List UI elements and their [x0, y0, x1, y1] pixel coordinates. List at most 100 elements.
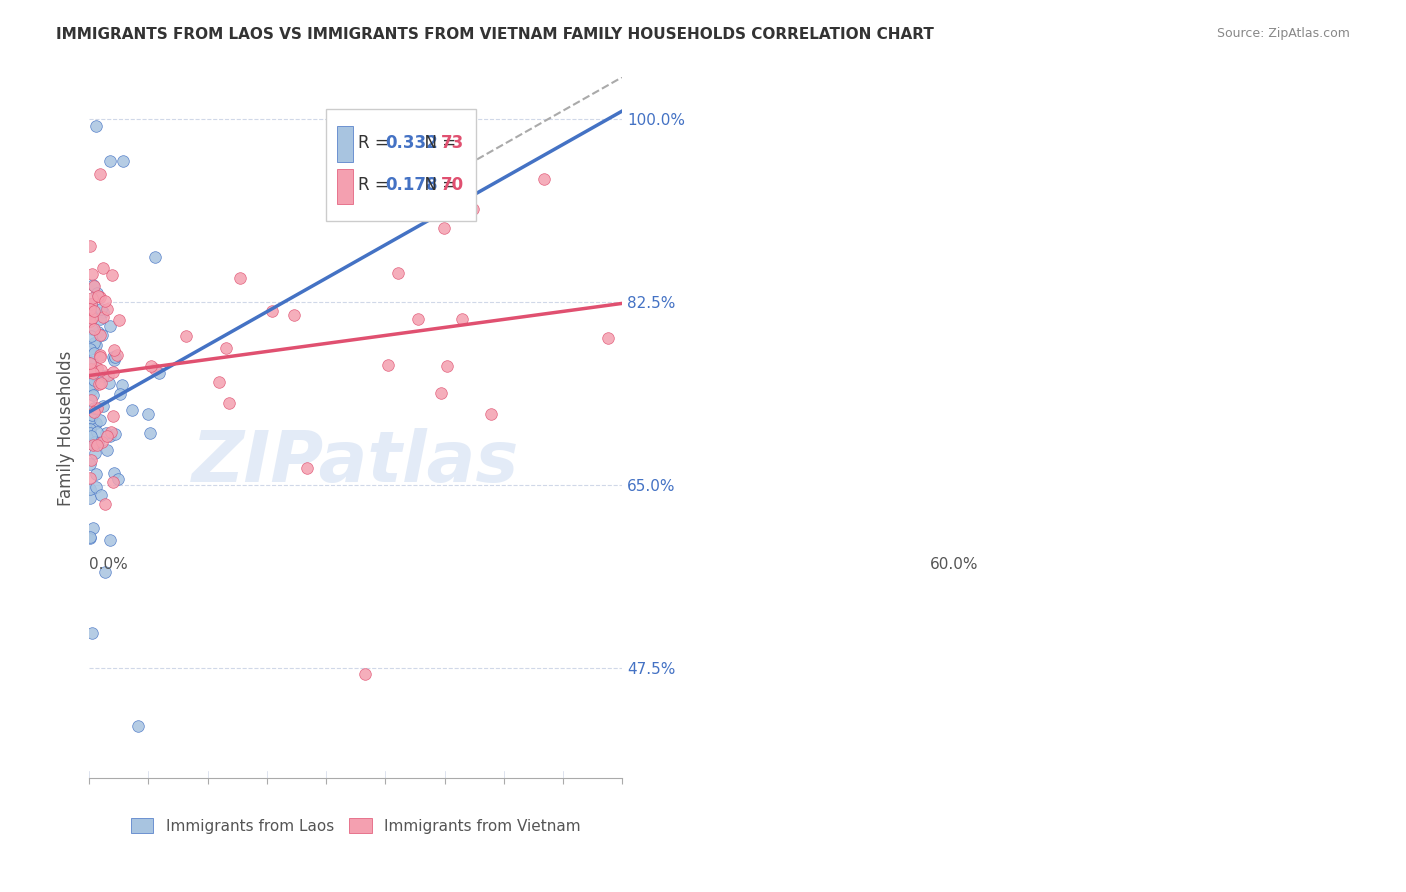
Point: [143, 250, 166, 264]
Point: [86, 425, 108, 440]
Point: [148, 366, 170, 380]
Point: [79, 302, 101, 317]
Point: [83, 373, 105, 387]
Point: [283, 309, 305, 323]
Point: [260, 303, 283, 318]
Point: [80, 452, 103, 467]
Point: [79, 422, 101, 436]
Text: 0.178: 0.178: [385, 176, 437, 194]
Point: [94, 426, 117, 441]
Point: [80, 437, 103, 451]
Point: [433, 220, 456, 235]
Point: [94, 293, 117, 308]
Point: [101, 350, 124, 364]
Point: [90, 301, 112, 316]
Point: [101, 268, 124, 282]
Text: 70: 70: [441, 176, 464, 194]
Point: [79, 428, 101, 442]
Text: 0.332: 0.332: [385, 134, 437, 152]
Point: [98, 376, 121, 390]
Point: [104, 351, 127, 365]
Point: [82, 438, 104, 452]
Point: [82, 521, 104, 535]
Point: [91, 369, 114, 384]
Point: [89, 350, 111, 364]
Bar: [337, 127, 353, 161]
Point: [86, 285, 108, 300]
Point: [79, 328, 101, 343]
Point: [138, 426, 160, 441]
Point: [215, 341, 238, 355]
Point: [111, 154, 134, 169]
Point: [87, 377, 110, 392]
Point: [111, 378, 134, 392]
Point: [451, 312, 474, 326]
Point: [83, 405, 105, 419]
Point: [83, 346, 105, 360]
Point: [121, 402, 143, 417]
Point: [79, 530, 101, 544]
Bar: [337, 169, 353, 203]
Text: 73: 73: [441, 134, 464, 152]
Point: [79, 410, 101, 425]
Point: [127, 719, 149, 733]
Point: [353, 666, 375, 681]
Point: [83, 335, 105, 350]
Point: [80, 297, 103, 311]
Point: [80, 382, 103, 396]
Point: [103, 467, 125, 481]
Point: [89, 348, 111, 362]
Point: [96, 302, 118, 317]
Point: [98, 429, 121, 443]
Point: [104, 426, 127, 441]
Point: [94, 566, 117, 580]
Point: [84, 119, 107, 133]
Point: [79, 457, 101, 471]
Text: 0.0%: 0.0%: [89, 558, 128, 573]
Point: [98, 533, 121, 548]
Point: [461, 202, 484, 217]
Point: [100, 154, 122, 169]
Point: [91, 261, 114, 276]
Point: [84, 480, 107, 494]
Point: [90, 363, 112, 377]
Point: [94, 497, 117, 511]
Point: [80, 625, 103, 640]
Point: [103, 353, 125, 368]
Point: [105, 348, 128, 362]
Point: [93, 305, 115, 319]
Point: [377, 359, 399, 373]
Point: [82, 388, 104, 402]
Point: [598, 331, 620, 345]
Legend: Immigrants from Laos, Immigrants from Vietnam: Immigrants from Laos, Immigrants from Vi…: [131, 818, 581, 834]
Point: [79, 426, 101, 441]
Point: [86, 437, 108, 451]
Point: [79, 361, 101, 376]
Point: [89, 327, 111, 342]
Point: [90, 328, 112, 343]
Point: [89, 311, 111, 326]
Text: 60.0%: 60.0%: [929, 558, 979, 573]
Point: [79, 365, 101, 379]
Point: [82, 366, 104, 380]
Point: [83, 304, 105, 318]
Point: [79, 239, 101, 253]
Point: [107, 312, 129, 326]
FancyBboxPatch shape: [326, 109, 475, 221]
Text: N =: N =: [415, 176, 461, 194]
Point: [84, 338, 107, 352]
Point: [83, 322, 105, 336]
Point: [533, 172, 555, 186]
Point: [406, 312, 429, 326]
Point: [91, 310, 114, 324]
Point: [83, 401, 105, 415]
Point: [103, 475, 125, 489]
Point: [97, 368, 120, 383]
Point: [103, 365, 125, 379]
Point: [100, 318, 122, 333]
Point: [430, 386, 453, 401]
Text: Source: ZipAtlas.com: Source: ZipAtlas.com: [1216, 27, 1350, 40]
Point: [229, 271, 252, 285]
Point: [96, 443, 118, 458]
Point: [90, 488, 112, 502]
